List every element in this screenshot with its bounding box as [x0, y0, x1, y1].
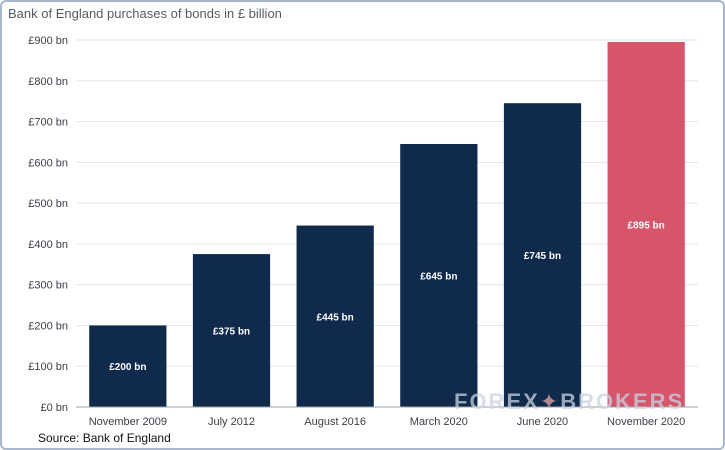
bar-data-label: £445 bn — [317, 312, 354, 323]
y-tick-label: £300 bn — [28, 280, 68, 292]
bar-data-label: £895 bn — [628, 221, 665, 232]
x-tick-label: July 2012 — [208, 416, 255, 428]
y-tick-label: £400 bn — [28, 239, 68, 251]
y-tick-label: £500 bn — [28, 198, 68, 210]
bar-data-label: £375 bn — [213, 327, 250, 338]
bar-data-label: £645 bn — [420, 271, 457, 282]
y-tick-label: £900 bn — [28, 35, 68, 47]
bar-data-label: £745 bn — [524, 251, 561, 262]
bar — [400, 143, 478, 407]
bar — [296, 225, 374, 407]
watermark-mark-icon: ✦ — [539, 389, 561, 414]
watermark-right: BROKERS — [560, 389, 685, 414]
bar — [503, 103, 582, 407]
source-note: Source: Bank of England — [38, 431, 171, 445]
y-tick-label: £0 bn — [40, 402, 68, 414]
y-tick-label: £600 bn — [28, 157, 68, 169]
y-tick-label: £100 bn — [28, 361, 68, 373]
bar — [192, 254, 271, 407]
bar — [607, 42, 685, 408]
x-tick-label: August 2016 — [304, 416, 366, 428]
chart-title: Bank of England purchases of bonds in £ … — [8, 6, 282, 21]
x-tick-label: March 2020 — [410, 416, 468, 428]
bar — [89, 325, 167, 407]
bar-data-label: £200 bn — [109, 362, 146, 373]
x-tick-label: June 2020 — [517, 416, 568, 428]
y-tick-label: £700 bn — [28, 117, 68, 129]
y-tick-label: £800 bn — [28, 76, 68, 88]
watermark-left: FOREX — [454, 389, 540, 414]
watermark-logo: FOREX✦BROKERS — [454, 389, 684, 415]
x-tick-label: November 2009 — [89, 416, 167, 428]
y-tick-label: £200 bn — [28, 320, 68, 332]
x-tick-label: November 2020 — [607, 416, 685, 428]
